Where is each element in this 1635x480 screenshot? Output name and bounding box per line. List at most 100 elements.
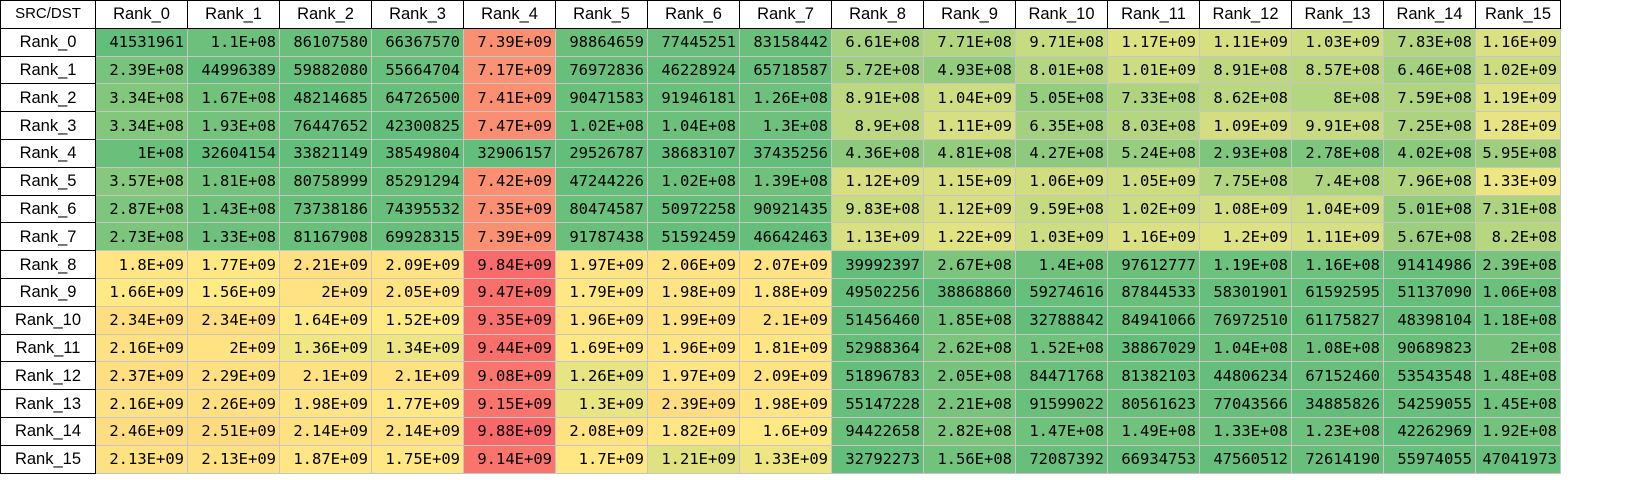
table-cell[interactable]: 2.05E+08 <box>923 361 1016 391</box>
table-cell[interactable]: 2E+09 <box>279 277 372 307</box>
table-cell[interactable]: 1.18E+08 <box>1475 305 1561 335</box>
table-cell[interactable]: 7.25E+08 <box>1383 111 1476 140</box>
column-header-rank-14[interactable]: Rank_14 <box>1383 0 1476 29</box>
table-cell[interactable]: 1.3E+08 <box>739 111 832 140</box>
table-cell[interactable]: 1.06E+09 <box>1015 166 1108 196</box>
table-cell[interactable]: 7.35E+09 <box>463 194 556 224</box>
table-cell[interactable]: 81382103 <box>1107 361 1200 391</box>
table-cell[interactable]: 1.39E+08 <box>739 166 832 196</box>
table-cell[interactable]: 87844533 <box>1107 277 1200 307</box>
table-cell[interactable]: 85291294 <box>371 166 464 196</box>
table-cell[interactable]: 64726500 <box>371 83 464 113</box>
table-cell[interactable]: 2.14E+09 <box>279 416 372 446</box>
table-cell[interactable]: 1.93E+08 <box>187 111 280 140</box>
table-cell[interactable]: 2.37E+09 <box>95 361 188 391</box>
table-cell[interactable]: 7.4E+08 <box>1291 166 1384 196</box>
table-cell[interactable]: 1.04E+08 <box>647 111 740 140</box>
column-header-rank-3[interactable]: Rank_3 <box>371 0 464 29</box>
table-cell[interactable]: 39992397 <box>831 250 924 279</box>
row-header-rank-7[interactable]: Rank_7 <box>0 222 96 252</box>
table-cell[interactable]: 1E+08 <box>95 138 188 168</box>
table-cell[interactable]: 76972510 <box>1199 305 1292 335</box>
table-cell[interactable]: 7.75E+08 <box>1199 166 1292 196</box>
table-cell[interactable]: 66367570 <box>371 27 464 57</box>
table-cell[interactable]: 1.98E+09 <box>647 277 740 307</box>
table-cell[interactable]: 9.84E+09 <box>463 250 556 279</box>
table-cell[interactable]: 2.13E+09 <box>187 444 280 474</box>
table-cell[interactable]: 5.01E+08 <box>1383 194 1476 224</box>
table-cell[interactable]: 66934753 <box>1107 444 1200 474</box>
table-cell[interactable]: 1.16E+09 <box>1475 27 1561 57</box>
table-cell[interactable]: 41531961 <box>95 27 188 57</box>
table-cell[interactable]: 83158442 <box>739 27 832 57</box>
table-cell[interactable]: 32604154 <box>187 138 280 168</box>
table-cell[interactable]: 1.81E+08 <box>187 166 280 196</box>
table-cell[interactable]: 4.02E+08 <box>1383 138 1476 168</box>
table-cell[interactable]: 8.9E+08 <box>831 111 924 140</box>
table-cell[interactable]: 6.61E+08 <box>831 27 924 57</box>
table-cell[interactable]: 1.19E+09 <box>1475 83 1561 113</box>
table-cell[interactable]: 61175827 <box>1291 305 1384 335</box>
table-cell[interactable]: 8.91E+08 <box>831 83 924 113</box>
table-cell[interactable]: 1.69E+09 <box>555 333 648 363</box>
table-cell[interactable]: 1.11E+09 <box>1199 27 1292 57</box>
table-cell[interactable]: 69928315 <box>371 222 464 252</box>
table-cell[interactable]: 44996389 <box>187 55 280 85</box>
table-cell[interactable]: 38549804 <box>371 138 464 168</box>
table-cell[interactable]: 1.77E+09 <box>187 250 280 279</box>
table-cell[interactable]: 2.06E+09 <box>647 250 740 279</box>
table-cell[interactable]: 1.97E+09 <box>647 361 740 391</box>
table-cell[interactable]: 5.24E+08 <box>1107 138 1200 168</box>
table-cell[interactable]: 2.1E+09 <box>371 361 464 391</box>
table-cell[interactable]: 1.16E+08 <box>1291 250 1384 279</box>
table-cell[interactable]: 1.47E+08 <box>1015 416 1108 446</box>
table-cell[interactable]: 1.48E+08 <box>1475 361 1561 391</box>
table-cell[interactable]: 2.78E+08 <box>1291 138 1384 168</box>
table-cell[interactable]: 48214685 <box>279 83 372 113</box>
table-cell[interactable]: 1.87E+09 <box>279 444 372 474</box>
table-cell[interactable]: 7.59E+08 <box>1383 83 1476 113</box>
table-cell[interactable]: 1.96E+09 <box>555 305 648 335</box>
table-cell[interactable]: 7.83E+08 <box>1383 27 1476 57</box>
table-cell[interactable]: 1.33E+08 <box>187 222 280 252</box>
table-cell[interactable]: 80758999 <box>279 166 372 196</box>
table-cell[interactable]: 1.99E+09 <box>647 305 740 335</box>
table-cell[interactable]: 2.87E+08 <box>95 194 188 224</box>
table-cell[interactable]: 42300825 <box>371 111 464 140</box>
table-cell[interactable]: 7.96E+08 <box>1383 166 1476 196</box>
table-cell[interactable]: 51896783 <box>831 361 924 391</box>
table-cell[interactable]: 52988364 <box>831 333 924 363</box>
table-cell[interactable]: 1.21E+09 <box>647 444 740 474</box>
table-cell[interactable]: 90689823 <box>1383 333 1476 363</box>
table-cell[interactable]: 1.43E+08 <box>187 194 280 224</box>
table-cell[interactable]: 47041973 <box>1475 444 1561 474</box>
table-cell[interactable]: 1.22E+09 <box>923 222 1016 252</box>
table-cell[interactable]: 46228924 <box>647 55 740 85</box>
table-cell[interactable]: 81167908 <box>279 222 372 252</box>
table-cell[interactable]: 1.08E+09 <box>1199 194 1292 224</box>
table-cell[interactable]: 2.73E+08 <box>95 222 188 252</box>
table-cell[interactable]: 1.3E+09 <box>555 389 648 418</box>
table-cell[interactable]: 2.62E+08 <box>923 333 1016 363</box>
table-cell[interactable]: 38868860 <box>923 277 1016 307</box>
table-cell[interactable]: 2.1E+09 <box>279 361 372 391</box>
row-header-rank-3[interactable]: Rank_3 <box>0 111 96 140</box>
table-cell[interactable]: 2.46E+09 <box>95 416 188 446</box>
table-cell[interactable]: 7.33E+08 <box>1107 83 1200 113</box>
table-cell[interactable]: 1.34E+09 <box>371 333 464 363</box>
row-header-rank-9[interactable]: Rank_9 <box>0 277 96 307</box>
table-cell[interactable]: 2.67E+08 <box>923 250 1016 279</box>
table-cell[interactable]: 1.77E+09 <box>371 389 464 418</box>
row-header-rank-2[interactable]: Rank_2 <box>0 83 96 113</box>
table-cell[interactable]: 1.33E+08 <box>1199 416 1292 446</box>
table-cell[interactable]: 9.14E+09 <box>463 444 556 474</box>
table-cell[interactable]: 73738186 <box>279 194 372 224</box>
column-header-rank-10[interactable]: Rank_10 <box>1015 0 1108 29</box>
table-cell[interactable]: 1.36E+09 <box>279 333 372 363</box>
table-cell[interactable]: 1.8E+09 <box>95 250 188 279</box>
table-cell[interactable]: 94422658 <box>831 416 924 446</box>
table-cell[interactable]: 32906157 <box>463 138 556 168</box>
table-cell[interactable]: 72087392 <box>1015 444 1108 474</box>
table-cell[interactable]: 4.27E+08 <box>1015 138 1108 168</box>
table-cell[interactable]: 91946181 <box>647 83 740 113</box>
